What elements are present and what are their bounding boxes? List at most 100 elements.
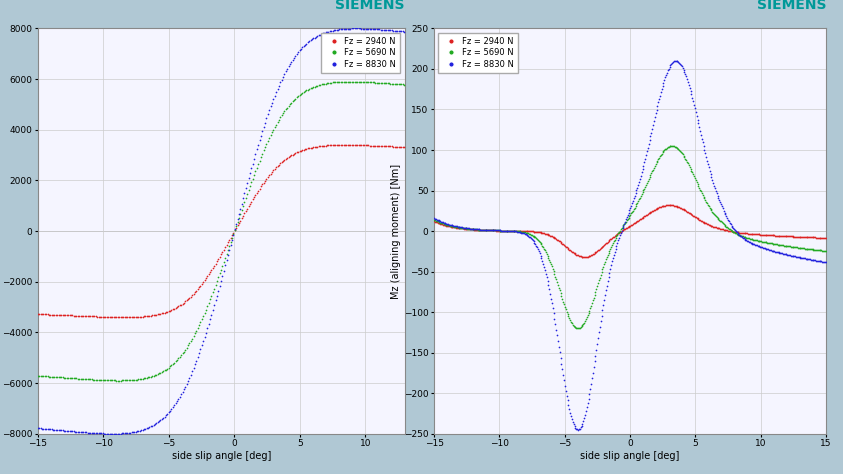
Point [377,79,390,87]
Point [751,237,765,245]
Point [636,162,650,169]
Point [436,219,449,227]
Point [569,250,583,258]
Point [588,288,602,296]
Point [196,278,210,286]
Point [273,160,287,167]
Point [46,426,60,433]
Point [770,248,783,255]
Point [728,228,741,236]
Point [190,357,203,365]
Point [333,141,346,149]
Point [621,211,635,219]
Point [713,199,727,206]
Point [63,427,77,435]
Point [730,228,744,236]
Point [679,155,692,163]
Point [561,312,575,320]
Point [183,374,196,382]
Point [447,223,460,230]
Point [640,211,653,219]
Point [701,220,715,228]
Point [122,313,136,321]
Point [213,282,227,290]
Point [792,254,805,261]
Point [554,290,567,297]
Point [585,299,599,307]
Point [793,233,807,241]
Point [813,246,826,254]
Point [120,429,133,437]
Point [164,407,177,414]
Point [737,229,750,237]
Point [299,40,313,47]
Point [373,26,386,33]
Point [672,145,685,153]
Point [488,227,502,234]
Point [645,208,658,216]
Point [681,160,695,167]
Point [396,143,410,151]
Point [331,78,345,86]
Point [625,202,638,210]
Point [636,189,649,196]
Point [164,405,178,413]
Point [603,237,616,244]
Point [273,79,287,86]
Point [494,227,507,234]
Point [634,192,647,200]
Point [532,247,545,255]
Point [613,231,626,239]
Point [210,257,223,265]
Point [444,222,458,229]
Point [231,215,244,223]
Point [454,224,468,232]
Point [791,244,804,251]
Point [797,255,810,262]
Point [623,222,636,230]
Point [133,375,147,383]
Point [438,221,452,229]
Point [564,247,577,255]
Point [105,430,119,438]
Point [37,373,51,380]
Point [188,361,201,368]
Point [703,221,717,229]
Point [576,253,589,261]
Point [314,31,327,38]
Point [247,155,260,163]
Point [506,227,519,235]
Point [816,258,830,265]
Point [710,190,723,197]
Point [715,225,728,233]
Point [368,142,381,149]
Point [370,79,384,86]
Point [368,79,381,86]
Point [177,348,191,356]
Point [431,219,444,227]
Point [374,142,388,150]
Point [605,241,619,248]
Point [175,388,189,396]
Point [727,224,740,232]
Point [696,218,710,226]
Point [461,225,475,233]
Point [468,226,481,233]
Point [632,178,646,185]
Point [277,109,290,117]
Point [427,216,441,224]
Point [691,215,705,223]
Point [522,229,535,237]
Point [639,151,652,159]
Point [303,36,317,44]
Point [741,230,754,237]
Point [759,231,772,239]
Point [703,167,717,174]
Point [684,165,697,173]
Point [67,312,80,319]
Point [480,227,493,234]
Point [523,230,536,237]
Point [322,79,336,87]
Point [199,274,212,282]
Point [224,238,238,246]
